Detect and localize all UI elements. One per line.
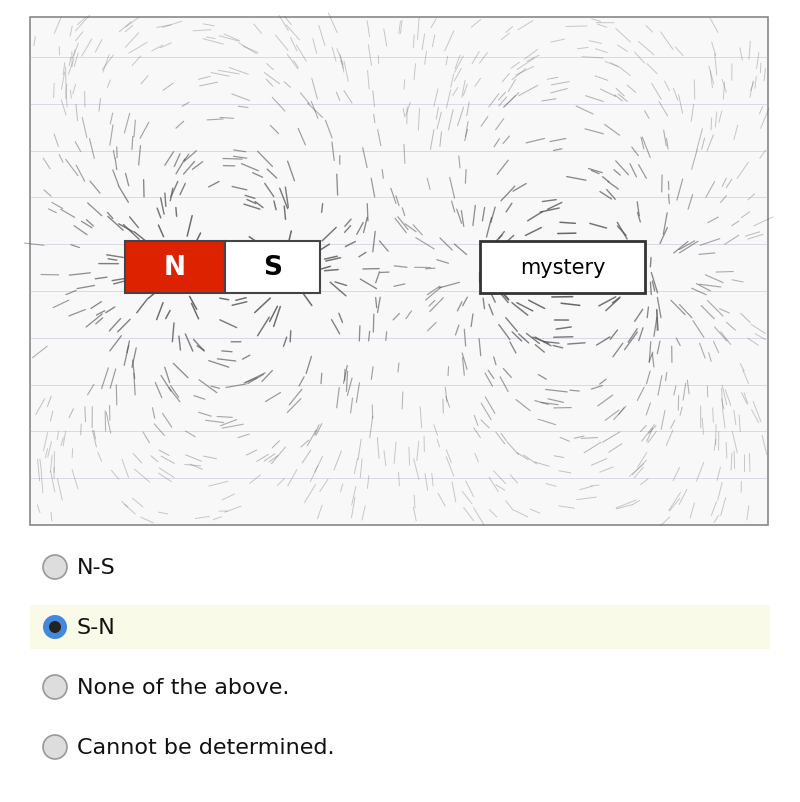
- Circle shape: [43, 675, 67, 699]
- Bar: [125, 241, 225, 294]
- Text: Cannot be determined.: Cannot be determined.: [77, 737, 334, 757]
- Text: N-S: N-S: [77, 557, 116, 577]
- Circle shape: [43, 615, 67, 639]
- Text: S: S: [263, 255, 282, 281]
- Bar: [480, 241, 645, 294]
- Circle shape: [43, 735, 67, 759]
- Circle shape: [43, 555, 67, 579]
- Text: N: N: [164, 255, 186, 281]
- Text: mystery: mystery: [520, 257, 606, 277]
- Bar: [225, 241, 320, 294]
- Bar: [30, 18, 768, 525]
- Bar: [30, 606, 770, 649]
- Text: None of the above.: None of the above.: [77, 677, 290, 697]
- Text: S-N: S-N: [77, 618, 116, 638]
- Circle shape: [49, 622, 61, 634]
